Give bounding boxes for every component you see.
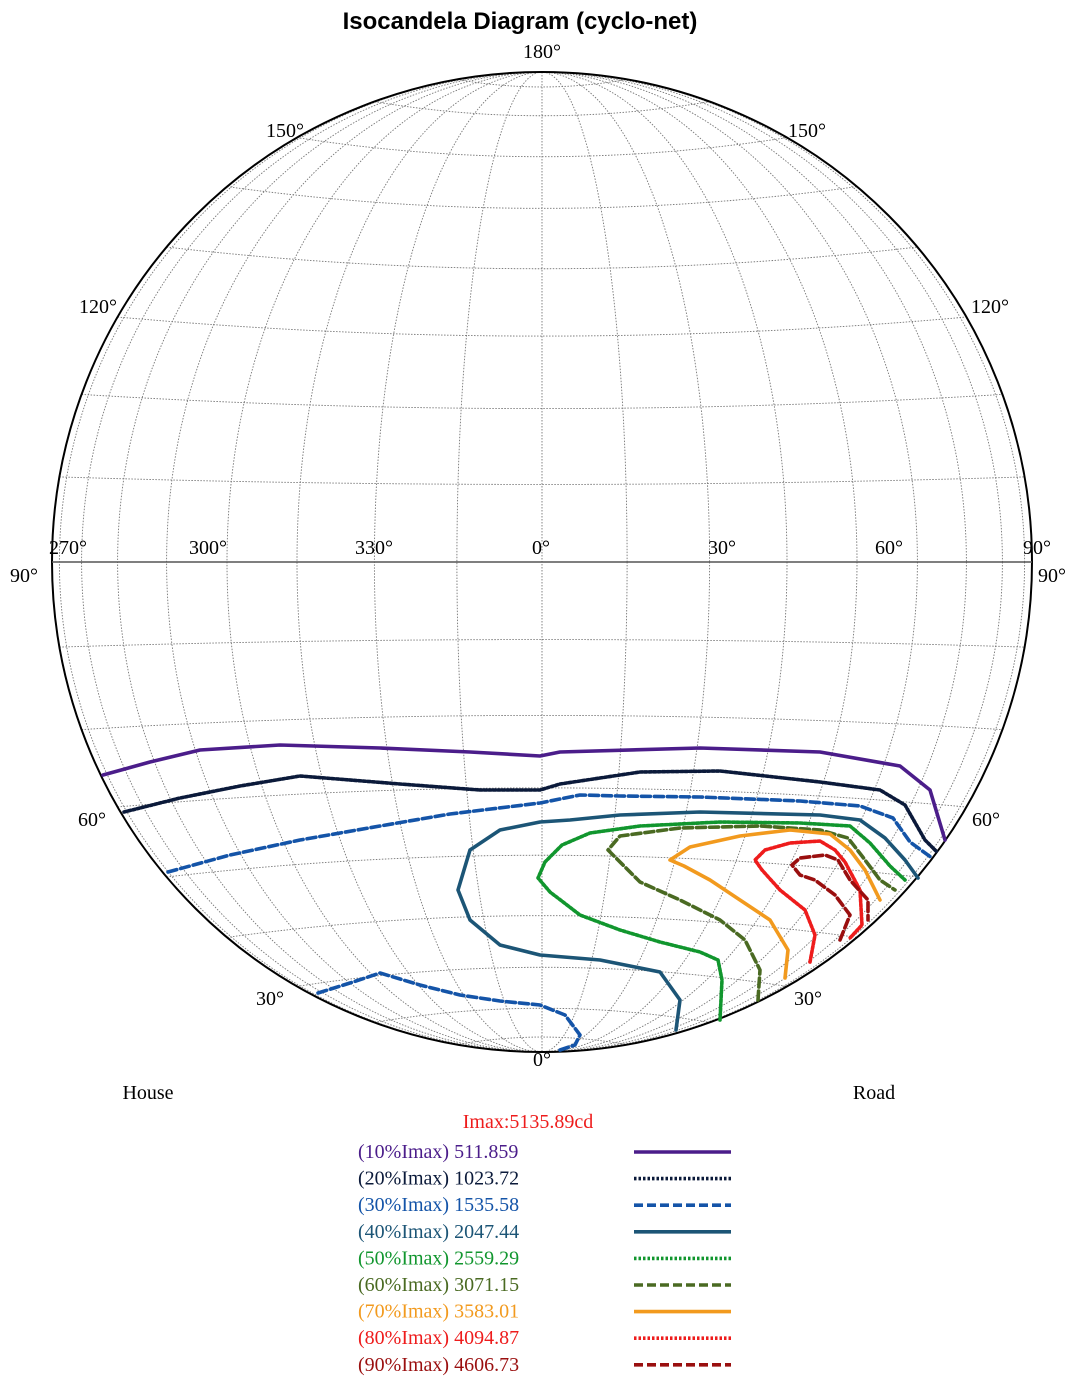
- label-0-bottom: 0°: [533, 1049, 551, 1071]
- parallel-line: [166, 854, 918, 878]
- parallel-line: [117, 787, 967, 808]
- parallel-line: [226, 186, 858, 209]
- label-120-right: 120°: [971, 296, 1009, 318]
- legend-label-10pct: (10%Imax) 511.859: [358, 1141, 518, 1163]
- diagram-title: Isocandela Diagram (cyclo-net): [342, 8, 698, 35]
- imax-label: Imax:5135.89cd: [463, 1111, 594, 1133]
- isocandela-curve-20pct: [122, 769, 939, 854]
- label-90-right: 90°: [1038, 565, 1066, 587]
- isocandela-curve-10pct: [101, 743, 947, 842]
- legend-label-20pct: (20%Imax) 1023.72: [358, 1168, 519, 1190]
- isocandela-curve-50pct: [536, 820, 907, 1022]
- azimuth-270: 270°: [49, 537, 87, 559]
- label-30-right: 30°: [794, 988, 822, 1010]
- parallel-line: [166, 246, 918, 270]
- parallel-line: [374, 1007, 710, 1023]
- azimuth-330: 330°: [355, 537, 393, 559]
- azimuth-90: 90°: [1023, 537, 1051, 559]
- label-60-left: 60°: [78, 809, 106, 831]
- parallel-line: [226, 915, 858, 938]
- legend-label-80pct: (80%Imax) 4094.87: [358, 1327, 519, 1349]
- house-label: House: [122, 1082, 173, 1104]
- parallel-line: [374, 101, 710, 117]
- legend-label-60pct: (60%Imax) 3071.15: [358, 1274, 519, 1296]
- legend-label-50pct: (50%Imax) 2559.29: [358, 1247, 519, 1269]
- azimuth-0: 0°: [532, 537, 550, 559]
- isocandela-curve-60pct: [606, 824, 897, 1002]
- parallel-line: [117, 316, 967, 337]
- legend-label-90pct: (90%Imax) 4606.73: [358, 1354, 519, 1376]
- isocandela-curve-80pct: [753, 839, 864, 964]
- parallel-line: [296, 966, 788, 987]
- isocandela-curves: [101, 743, 947, 1052]
- legend-label-40pct: (40%Imax) 2047.44: [358, 1221, 519, 1243]
- parallel-line: [296, 137, 788, 158]
- isocandela-curve-30pct: [166, 793, 934, 874]
- isocandela-curve-30pct: [316, 971, 582, 1052]
- legend: (10%Imax) 511.859 (20%Imax) 1023.72 (30%Im…: [358, 1141, 731, 1376]
- label-60-right: 60°: [972, 809, 1000, 831]
- road-label: Road: [853, 1082, 895, 1104]
- label-30-left: 30°: [256, 988, 284, 1010]
- azimuth-300: 300°: [189, 537, 227, 559]
- isocandela-curve-90pct: [790, 853, 870, 942]
- label-90-left: 90°: [10, 565, 38, 587]
- label-150-left: 150°: [266, 120, 304, 142]
- isocandela-curve-40pct: [456, 810, 920, 1032]
- isocandela-curve-70pct: [668, 828, 882, 980]
- parallel-line: [456, 1036, 628, 1046]
- azimuth-30: 30°: [708, 537, 736, 559]
- label-180: 180°: [523, 41, 561, 63]
- parallel-line: [456, 78, 628, 88]
- legend-label-70pct: (70%Imax) 3583.01: [358, 1301, 519, 1323]
- azimuth-60: 60°: [875, 537, 903, 559]
- legend-label-30pct: (30%Imax) 1535.58: [358, 1194, 519, 1216]
- label-150-right: 150°: [788, 120, 826, 142]
- label-120-left: 120°: [79, 296, 117, 318]
